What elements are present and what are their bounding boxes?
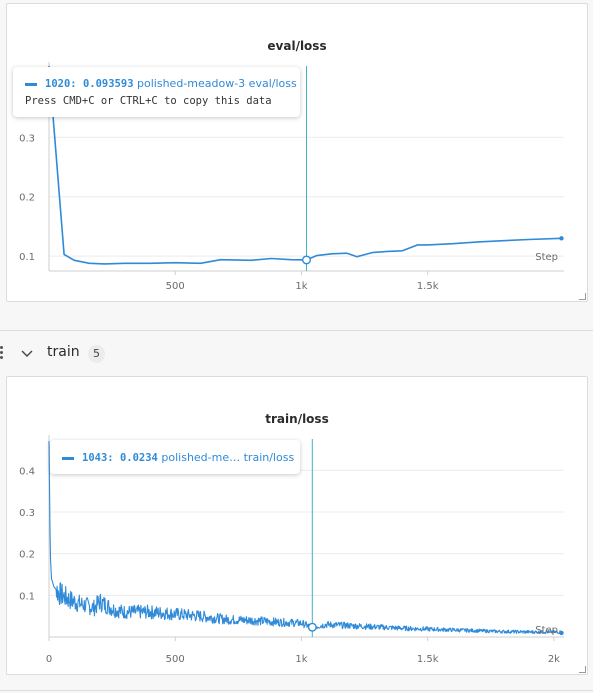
x-tick-label: 500 — [166, 654, 185, 665]
eval-loss-tooltip: 1020: 0.093593 polished-meadow-3 eval/lo… — [13, 67, 300, 117]
y-tick-label: 0.4 — [19, 466, 35, 477]
tooltip-copy-hint: Press CMD+C or CTRL+C to copy this data — [25, 95, 272, 107]
series-line — [48, 65, 562, 265]
x-tick-label: 0 — [46, 654, 52, 665]
x-tick-label: 1.5k — [417, 654, 439, 665]
x-tick-label: 2k — [548, 654, 560, 665]
x-tick-label: 500 — [166, 281, 185, 292]
section-header-train[interactable]: train 5 — [0, 330, 593, 377]
x-tick-label: 1.5k — [417, 281, 439, 292]
series-swatch-icon — [62, 456, 74, 460]
eval-loss-x-axis-label: Step — [535, 252, 558, 263]
eval-loss-title: eval/loss — [267, 39, 327, 53]
tooltip-value: 0.093593 — [82, 78, 134, 90]
y-tick-label: 0.3 — [19, 508, 35, 519]
series-end-point — [559, 630, 564, 636]
tooltip-step: 1043 — [82, 452, 108, 464]
y-tick-label: 0.2 — [19, 550, 35, 561]
train-loss-x-axis-label: Step — [535, 625, 558, 636]
series-swatch-icon — [25, 82, 37, 86]
train-loss-tooltip: 1043: 0.0234 polished-me… train/loss — [50, 440, 300, 474]
section-title: train — [47, 344, 80, 360]
tooltip-run-name: polished-me… train/loss — [161, 451, 295, 464]
y-tick-label: 0.1 — [19, 591, 35, 602]
section-divider — [0, 690, 593, 691]
y-tick-label: 0.2 — [19, 193, 35, 204]
section-count-badge: 5 — [88, 345, 105, 363]
x-tick-label: 1k — [295, 281, 307, 292]
tooltip-step: 1020 — [45, 78, 71, 90]
hover-point-marker — [307, 622, 317, 632]
chevron-down-icon[interactable] — [20, 346, 34, 360]
series-end-point — [559, 236, 564, 241]
train-loss-title: train/loss — [265, 412, 329, 426]
series-line — [48, 441, 562, 635]
resize-handle-icon[interactable] — [579, 293, 586, 300]
y-tick-label: 0.3 — [19, 133, 35, 144]
hover-point-marker — [302, 255, 312, 265]
x-tick-label: 1k — [295, 654, 307, 665]
resize-handle-icon[interactable] — [579, 666, 586, 673]
tooltip-value: 0.0234 — [119, 452, 158, 464]
drag-handle-icon[interactable] — [0, 346, 4, 361]
train-loss-chart[interactable]: 0 500 1k 1.5k 2k 0.1 0.2 0.3 0.4 Step — [7, 377, 587, 674]
tooltip-run-name: polished-meadow-3 eval/loss — [137, 77, 297, 90]
train-loss-panel: train/loss 0 500 1k 1.5k 2k 0.1 0.2 0.3 0.4 Ste… — [6, 376, 588, 675]
eval-loss-panel: eval/loss 500 1k 1.5k 0.1 0.2 0.3 Step — [6, 3, 588, 302]
eval-loss-chart[interactable]: 500 1k 1.5k 0.1 0.2 0.3 Step — [7, 4, 587, 301]
y-tick-label: 0.1 — [19, 252, 35, 263]
